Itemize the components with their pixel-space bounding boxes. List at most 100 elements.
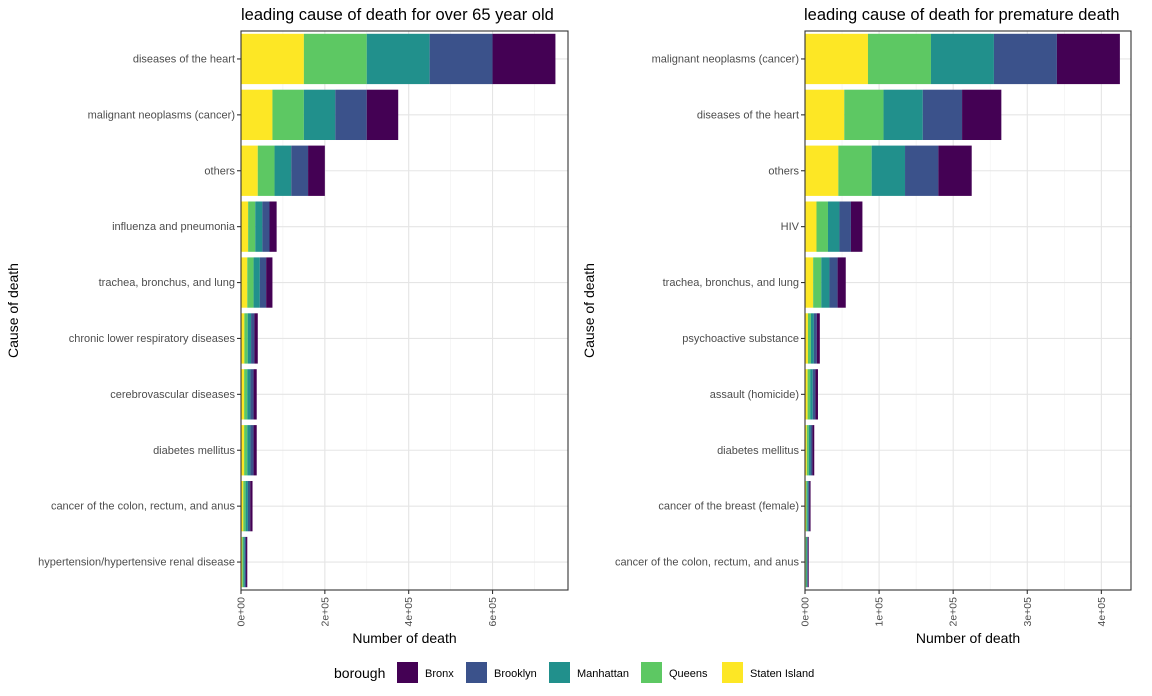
bar-segment-queens — [838, 145, 872, 196]
legend-label: Manhattan — [577, 668, 629, 680]
bar-segment-queens — [243, 480, 246, 532]
bar-segment-queens — [244, 369, 248, 420]
bar-segment-brooklyn — [262, 201, 270, 252]
bar-segment-brooklyn — [810, 425, 813, 476]
bar-segment-manhattan — [247, 369, 251, 420]
bar-segment-brooklyn — [993, 33, 1057, 85]
bar-segment-staten-island — [241, 89, 273, 141]
bar-segment-staten-island — [805, 89, 845, 141]
bar-segment-queens — [248, 201, 256, 252]
bar-segment-manhattan — [255, 201, 263, 252]
y-tick-label: psychoactive substance — [682, 333, 799, 345]
x-axis-title: Number of death — [352, 630, 456, 646]
y-tick-label: cancer of the colon, rectum, and anus — [615, 557, 800, 569]
bar-segment-queens — [867, 33, 931, 85]
y-tick-label: malignant neoplasms (cancer) — [88, 109, 235, 121]
y-tick-label: cancer of the breast (female) — [658, 501, 799, 513]
bar-segment-manhattan — [366, 33, 430, 85]
bar-segment-bronx — [815, 369, 818, 420]
panel-border — [240, 30, 569, 591]
bar-segment-manhattan — [247, 313, 252, 364]
bar-segment-brooklyn — [807, 536, 808, 588]
bar-segment-queens — [247, 257, 254, 308]
x-tick-label: 2e+05 — [319, 597, 331, 627]
bar-segment-bronx — [938, 145, 972, 196]
legend-label: Staten Island — [750, 668, 814, 680]
bar-segment-manhattan — [253, 257, 260, 308]
legend-key-bronx — [397, 662, 418, 683]
x-tick-label: 0e+00 — [800, 597, 812, 627]
bar-segment-queens — [844, 89, 884, 141]
bar-segment-bronx — [308, 145, 325, 196]
bar-segment-manhattan — [883, 89, 923, 141]
legend-label: Queens — [669, 668, 708, 680]
x-tick-label: 0e+00 — [236, 597, 248, 627]
bar-segment-manhattan — [827, 201, 840, 252]
y-tick-label: others — [768, 165, 799, 177]
bar-segment-queens — [272, 89, 304, 141]
bar-segment-bronx — [809, 480, 811, 532]
bar-segment-manhattan — [807, 480, 809, 532]
bar-segment-brooklyn — [813, 313, 817, 364]
y-tick-label: malignant neoplasms (cancer) — [652, 53, 799, 65]
legend-title: borough — [334, 665, 385, 681]
y-tick-label: diseases of the heart — [133, 53, 235, 65]
bar-segment-manhattan — [821, 257, 830, 308]
bar-segment-staten-island — [805, 369, 808, 420]
bar-segment-brooklyn — [808, 480, 810, 532]
y-tick-label: others — [204, 165, 235, 177]
bar-segment-bronx — [269, 201, 277, 252]
bar-segment-bronx — [850, 201, 863, 252]
y-axis-title: Cause of death — [581, 263, 597, 358]
bar-segment-bronx — [962, 89, 1002, 141]
bar-segment-brooklyn — [250, 369, 254, 420]
panel-border — [804, 30, 1132, 591]
bar-segment-staten-island — [241, 33, 304, 85]
bar-segment-bronx — [1056, 33, 1120, 85]
bar-segment-queens — [257, 145, 275, 196]
x-tick-label: 6e+05 — [487, 597, 499, 627]
bar-segment-queens — [244, 425, 248, 476]
bar-segment-queens — [805, 536, 807, 588]
y-tick-label: hypertension/hypertensive renal disease — [38, 557, 235, 569]
bar-segment-manhattan — [243, 536, 245, 588]
y-tick-label: diabetes mellitus — [717, 445, 799, 457]
bar-segment-queens — [807, 313, 811, 364]
bar-segment-staten-island — [241, 369, 245, 420]
bar-segment-queens — [806, 425, 809, 476]
x-tick-label: 2e+05 — [948, 597, 960, 627]
bar-segment-staten-island — [805, 201, 817, 252]
bar-segment-staten-island — [241, 425, 245, 476]
bar-segment-manhattan — [303, 89, 336, 141]
bar-segment-staten-island — [241, 480, 244, 532]
bar-segment-queens — [242, 536, 244, 588]
y-tick-label: trachea, bronchus, and lung — [663, 277, 799, 289]
bar-segment-brooklyn — [291, 145, 309, 196]
bar-segment-manhattan — [871, 145, 906, 196]
bar-segment-staten-island — [241, 536, 243, 588]
bar-segment-queens — [806, 480, 808, 532]
bar-segment-manhattan — [810, 313, 814, 364]
bar-segment-brooklyn — [429, 33, 493, 85]
bar-segment-brooklyn — [247, 480, 251, 532]
bar-segment-manhattan — [806, 536, 808, 588]
bar-segment-bronx — [254, 313, 258, 364]
y-tick-label: cancer of the colon, rectum, and anus — [51, 501, 236, 513]
y-tick-label: HIV — [781, 221, 800, 233]
legend-key-manhattan — [549, 662, 570, 683]
y-tick-label: trachea, bronchus, and lung — [99, 277, 235, 289]
bar-segment-bronx — [807, 536, 809, 588]
y-tick-label: assault (homicide) — [710, 389, 799, 401]
bar-segment-staten-island — [805, 313, 808, 364]
bar-segment-staten-island — [241, 257, 248, 308]
y-tick-label: cerebrovascular diseases — [110, 389, 235, 401]
bar-segment-bronx — [492, 33, 556, 85]
bar-segment-bronx — [250, 480, 253, 532]
bar-segment-manhattan — [930, 33, 994, 85]
x-tick-label: 4e+05 — [1096, 597, 1108, 627]
bar-segment-staten-island — [805, 33, 868, 85]
bar-segment-brooklyn — [335, 89, 367, 141]
bar-segment-bronx — [812, 425, 815, 476]
